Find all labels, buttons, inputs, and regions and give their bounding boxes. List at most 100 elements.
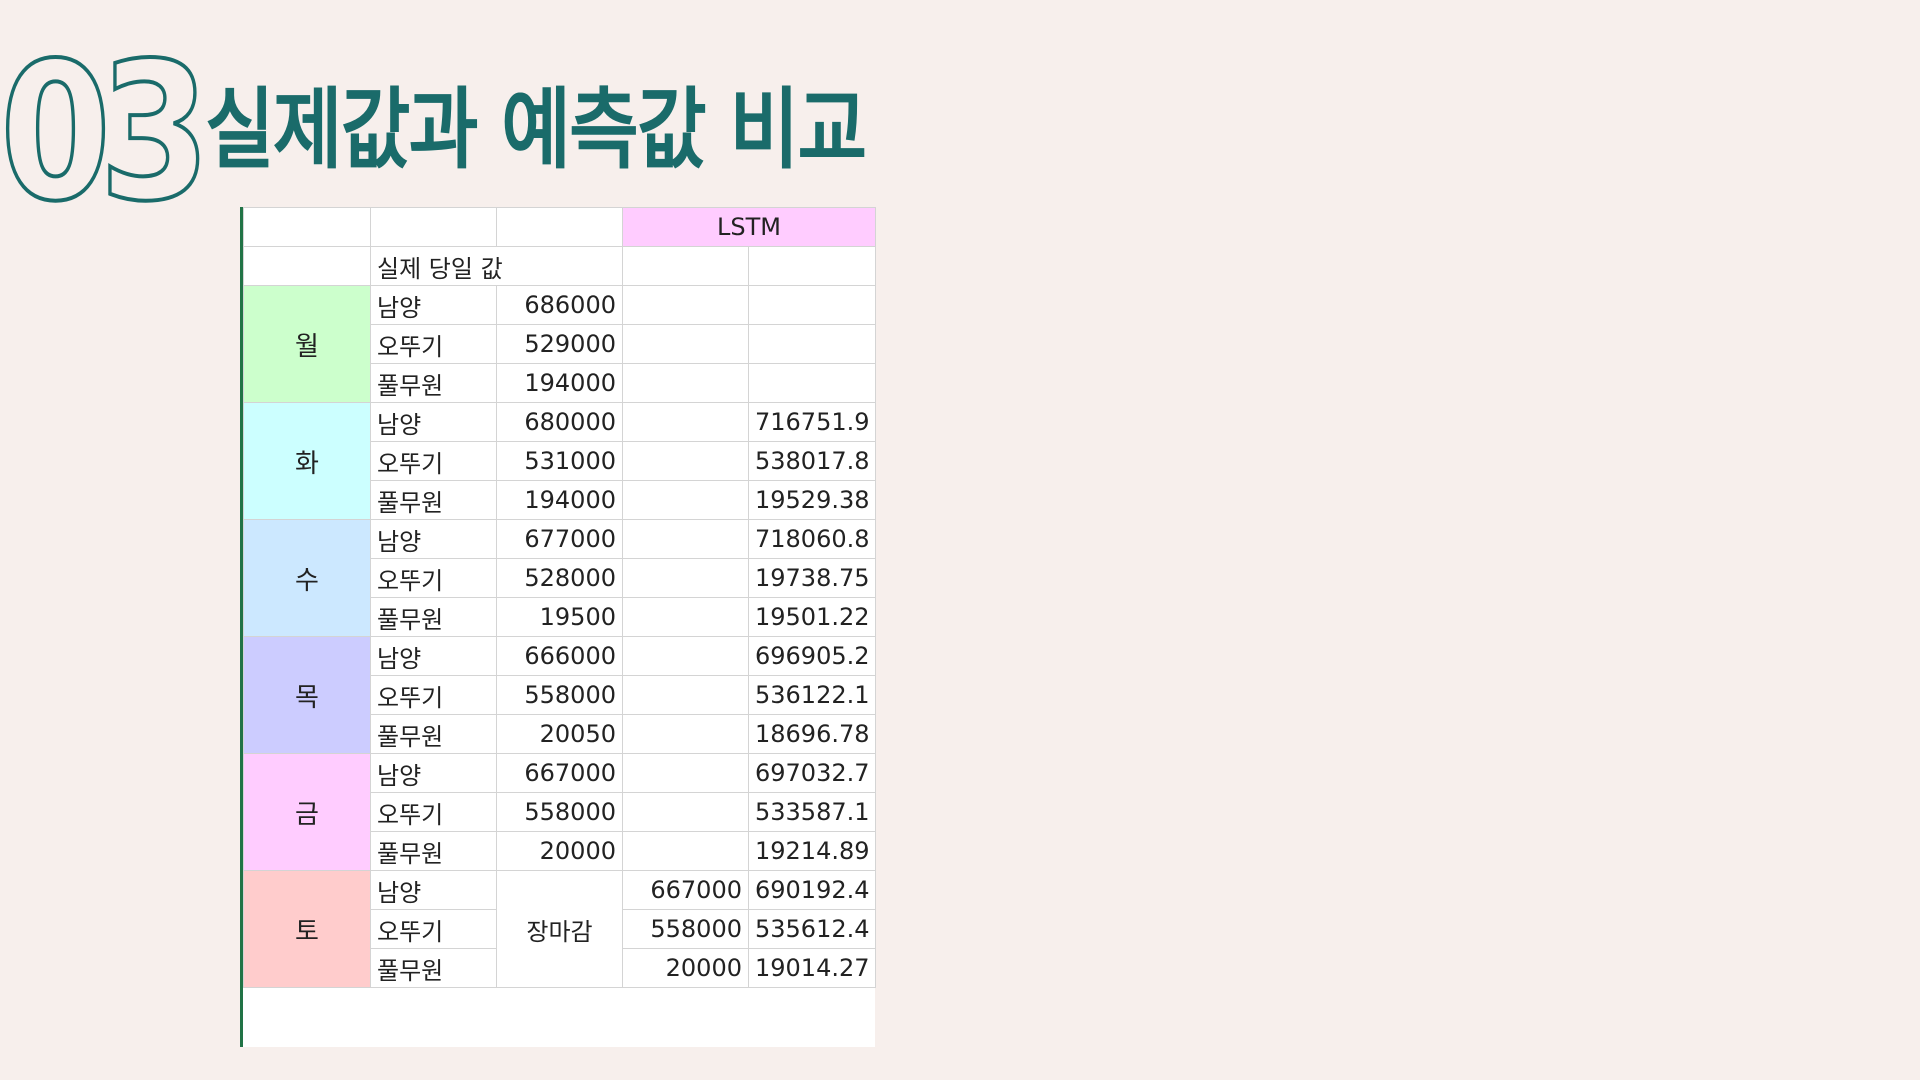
lstm-prediction-cell[interactable]: 19014.27 — [747, 948, 877, 988]
actual-value-cell[interactable]: 558000 — [496, 675, 623, 715]
table-row: 풀무원 19500 19501.22 — [244, 597, 877, 637]
company-cell[interactable]: 풀무원 — [370, 831, 497, 871]
lstm-prediction-cell[interactable]: 697032.7 — [747, 753, 877, 793]
table-cell[interactable] — [243, 207, 371, 247]
lstm-prediction-cell[interactable]: 19738.75 — [747, 558, 877, 598]
table-row: 오뚜기 558000 536122.1 — [244, 675, 877, 715]
table-row: 화 남양 680000 716751.9 — [243, 402, 877, 520]
company-cell[interactable]: 남양 — [370, 285, 497, 325]
table-row: 월 남양 686000 — [243, 285, 877, 403]
lstm-prediction-cell[interactable]: 696905.2 — [747, 636, 877, 676]
company-cell[interactable]: 남양 — [370, 519, 497, 559]
lstm-prediction-cell[interactable] — [747, 363, 877, 403]
comparison-table: LSTM 실제 당일 값 월 남양 686000 오뚜기 529000 풀무원 194000… — [243, 207, 877, 988]
company-cell[interactable]: 오뚜기 — [370, 675, 497, 715]
lstm-prediction-cell[interactable]: 19214.89 — [747, 831, 877, 871]
lstm-prediction-cell[interactable]: 538017.8 — [747, 441, 877, 481]
company-cell[interactable]: 풀무원 — [370, 714, 497, 754]
table-row: 토 남양 장마감 667000 690192.4 — [243, 870, 877, 988]
value-cell[interactable] — [622, 792, 749, 832]
actual-value-cell[interactable]: 194000 — [496, 363, 623, 403]
company-cell[interactable]: 남양 — [370, 636, 497, 676]
company-cell[interactable]: 풀무원 — [370, 363, 497, 403]
value-cell[interactable]: 20000 — [622, 948, 749, 988]
actual-value-cell[interactable]: 20000 — [496, 831, 623, 871]
table-row: 풀무원 194000 19529.38 — [244, 480, 877, 520]
table-cell[interactable] — [747, 246, 877, 286]
actual-value-cell[interactable]: 677000 — [496, 519, 623, 559]
lstm-prediction-cell[interactable]: 716751.9 — [747, 402, 877, 442]
section-number: 03 — [0, 22, 212, 243]
company-cell[interactable]: 오뚜기 — [370, 324, 497, 364]
lstm-prediction-cell[interactable]: 718060.8 — [747, 519, 877, 559]
value-cell[interactable]: 558000 — [622, 909, 749, 949]
actual-value-cell[interactable]: 194000 — [496, 480, 623, 520]
value-cell[interactable] — [622, 480, 749, 520]
table-row: 풀무원 20000 19014.27 — [244, 948, 877, 988]
table-row: 목 남양 666000 696905.2 — [243, 636, 877, 754]
company-cell[interactable]: 오뚜기 — [370, 792, 497, 832]
actual-value-header-cell[interactable]: 실제 당일 값 — [370, 246, 623, 286]
market-closed-cell[interactable]: 장마감 — [496, 870, 623, 988]
day-label-cell[interactable]: 월 — [243, 285, 371, 403]
actual-value-cell[interactable]: 667000 — [496, 753, 623, 793]
spreadsheet: LSTM 실제 당일 값 월 남양 686000 오뚜기 529000 풀무원 194000… — [240, 207, 877, 1047]
value-cell[interactable] — [622, 831, 749, 871]
table-cell[interactable] — [622, 246, 749, 286]
lstm-prediction-cell[interactable]: 533587.1 — [747, 792, 877, 832]
company-cell[interactable]: 남양 — [370, 402, 497, 442]
actual-value-cell[interactable]: 528000 — [496, 558, 623, 598]
day-label-cell[interactable]: 토 — [243, 870, 371, 988]
value-cell[interactable] — [622, 441, 749, 481]
lstm-prediction-cell[interactable] — [747, 285, 877, 325]
company-cell[interactable]: 오뚜기 — [370, 909, 497, 949]
actual-value-cell[interactable]: 666000 — [496, 636, 623, 676]
actual-value-cell[interactable]: 686000 — [496, 285, 623, 325]
lstm-header-cell[interactable]: LSTM — [621, 207, 877, 247]
value-cell[interactable] — [622, 519, 749, 559]
value-cell[interactable] — [622, 324, 749, 364]
day-label-cell[interactable]: 목 — [243, 636, 371, 754]
actual-value-cell[interactable]: 529000 — [496, 324, 623, 364]
value-cell[interactable] — [622, 675, 749, 715]
company-cell[interactable]: 오뚜기 — [370, 558, 497, 598]
value-cell[interactable] — [622, 402, 749, 442]
lstm-prediction-cell[interactable]: 690192.4 — [747, 870, 877, 910]
value-cell[interactable]: 667000 — [622, 870, 749, 910]
table-cell[interactable] — [370, 207, 497, 247]
actual-value-cell[interactable]: 558000 — [496, 792, 623, 832]
lstm-prediction-cell[interactable]: 19529.38 — [747, 480, 877, 520]
value-cell[interactable] — [622, 285, 749, 325]
table-cell[interactable] — [496, 207, 623, 247]
table-row: 풀무원 20050 18696.78 — [244, 714, 877, 754]
actual-value-cell[interactable]: 20050 — [496, 714, 623, 754]
day-label-cell[interactable]: 금 — [243, 753, 371, 871]
actual-value-cell[interactable]: 19500 — [496, 597, 623, 637]
value-cell[interactable] — [622, 753, 749, 793]
lstm-prediction-cell[interactable]: 18696.78 — [747, 714, 877, 754]
lstm-prediction-cell[interactable] — [747, 324, 877, 364]
day-label-cell[interactable]: 화 — [243, 402, 371, 520]
company-cell[interactable]: 풀무원 — [370, 597, 497, 637]
company-cell[interactable]: 풀무원 — [370, 480, 497, 520]
value-cell[interactable] — [622, 597, 749, 637]
lstm-prediction-cell[interactable]: 536122.1 — [747, 675, 877, 715]
lstm-prediction-cell[interactable]: 535612.4 — [747, 909, 877, 949]
company-cell[interactable]: 남양 — [370, 870, 497, 910]
actual-value-cell[interactable]: 680000 — [496, 402, 623, 442]
value-cell[interactable] — [622, 636, 749, 676]
actual-value-cell[interactable]: 531000 — [496, 441, 623, 481]
company-cell[interactable]: 남양 — [370, 753, 497, 793]
page-title: 실제값과 예측값 비교 — [205, 78, 867, 181]
table-row: 수 남양 677000 718060.8 — [243, 519, 877, 637]
day-label-cell[interactable]: 수 — [243, 519, 371, 637]
table-row: 풀무원 20000 19214.89 — [244, 831, 877, 871]
value-cell[interactable] — [622, 363, 749, 403]
value-cell[interactable] — [622, 714, 749, 754]
value-cell[interactable] — [622, 558, 749, 598]
company-cell[interactable]: 오뚜기 — [370, 441, 497, 481]
table-subheader-row: 실제 당일 값 — [243, 246, 877, 286]
lstm-prediction-cell[interactable]: 19501.22 — [747, 597, 877, 637]
company-cell[interactable]: 풀무원 — [370, 948, 497, 988]
table-cell[interactable] — [243, 246, 371, 286]
